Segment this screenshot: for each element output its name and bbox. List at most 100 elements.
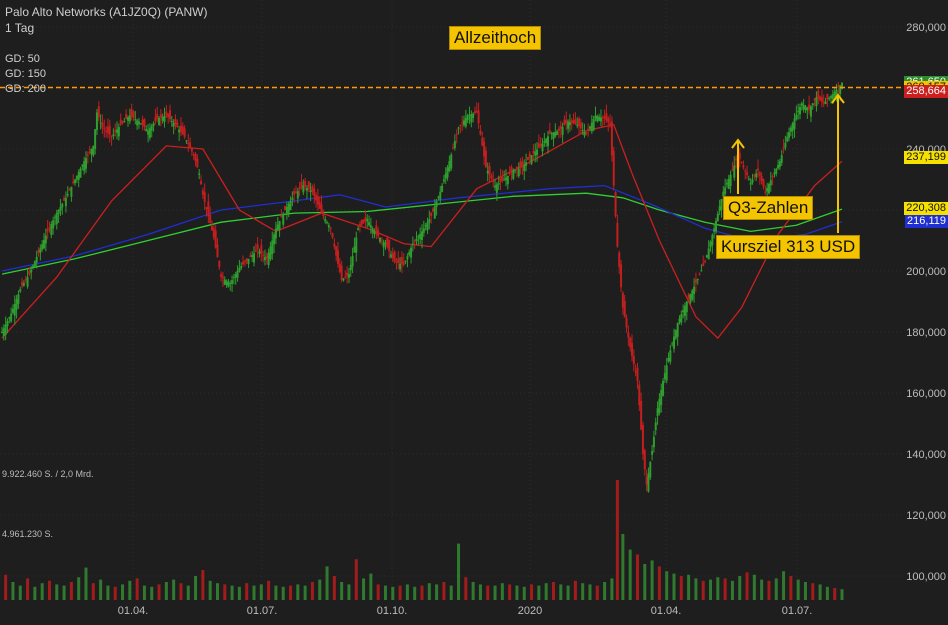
volume-bar — [303, 585, 307, 600]
volume-bar — [77, 577, 81, 600]
y-tick-label: 120,000 — [906, 510, 946, 522]
candle — [139, 123, 142, 125]
volume-bar — [398, 585, 402, 600]
candle — [221, 276, 224, 279]
candle — [285, 206, 288, 215]
candle — [820, 97, 823, 102]
volume-bar — [628, 549, 632, 600]
candle — [826, 93, 829, 100]
volume-bar — [179, 583, 183, 600]
candle — [446, 167, 449, 178]
volume-bar — [573, 580, 577, 600]
volume-bar — [142, 585, 146, 600]
candle — [284, 206, 287, 210]
candle — [393, 251, 396, 262]
volume-bar — [803, 582, 807, 600]
volume-bar — [581, 583, 585, 600]
candle — [547, 136, 549, 147]
volume-bar — [281, 586, 285, 600]
candle — [764, 191, 767, 193]
candle — [152, 123, 155, 126]
candle — [125, 113, 128, 120]
candle — [724, 187, 727, 194]
candle — [229, 283, 232, 285]
candle — [386, 237, 389, 248]
volume-bars — [4, 480, 844, 600]
candle — [464, 117, 467, 127]
volume-bar — [825, 586, 829, 600]
candle — [79, 168, 82, 178]
volume-bar — [332, 576, 336, 600]
candle — [587, 128, 590, 131]
candle — [382, 241, 385, 248]
candle — [169, 110, 171, 120]
candle — [747, 178, 750, 180]
candle — [627, 332, 630, 338]
candle — [238, 267, 241, 272]
volume-bar — [665, 571, 669, 600]
candle — [638, 384, 641, 406]
candle — [6, 321, 9, 327]
candle — [700, 270, 703, 272]
candle — [481, 138, 484, 146]
candle — [101, 122, 104, 128]
volume-bar — [157, 584, 161, 600]
candle — [81, 164, 84, 167]
candle — [211, 226, 213, 231]
candle — [694, 279, 697, 284]
candle — [61, 203, 64, 208]
candle — [711, 235, 714, 246]
candle — [170, 120, 173, 122]
candle — [74, 179, 77, 184]
candle — [2, 328, 5, 336]
volume-bar — [11, 582, 15, 600]
candle — [258, 251, 261, 254]
candle — [589, 126, 591, 129]
candle — [362, 220, 365, 223]
volume-bar — [818, 584, 822, 600]
candle — [733, 165, 736, 178]
candle — [817, 90, 820, 99]
candle — [172, 122, 175, 127]
candle — [806, 107, 809, 111]
candle — [426, 222, 429, 231]
volume-bar — [745, 572, 749, 600]
candle — [311, 186, 314, 192]
volume-bar — [354, 559, 358, 600]
candle — [557, 128, 560, 131]
volume-bar — [215, 583, 219, 600]
candle — [470, 114, 473, 123]
candle — [413, 240, 416, 242]
candle — [548, 129, 551, 134]
candle — [75, 175, 78, 180]
candle — [459, 124, 462, 126]
ma200-label: GD: 200 — [5, 83, 46, 95]
volume-bar — [289, 585, 293, 600]
candle — [422, 228, 425, 233]
candle — [315, 195, 318, 201]
candle — [52, 220, 55, 229]
volume-bar — [296, 584, 300, 600]
candle — [190, 148, 193, 152]
candle — [103, 128, 106, 130]
candle — [590, 122, 593, 132]
volume-bar — [62, 585, 66, 600]
volume-bar — [128, 580, 132, 600]
candle — [771, 175, 774, 177]
candle — [324, 219, 327, 222]
candle — [685, 301, 688, 313]
candle — [689, 294, 692, 303]
candle — [746, 172, 749, 175]
candle — [809, 106, 812, 117]
candle — [780, 155, 783, 163]
volume-bar — [694, 578, 698, 600]
candle — [731, 169, 734, 171]
candle — [375, 225, 378, 235]
candle — [647, 473, 650, 492]
candle — [127, 117, 129, 121]
candle — [33, 261, 36, 267]
candle — [815, 97, 818, 107]
candle — [278, 220, 281, 231]
candle — [265, 255, 268, 259]
candle — [567, 121, 570, 129]
